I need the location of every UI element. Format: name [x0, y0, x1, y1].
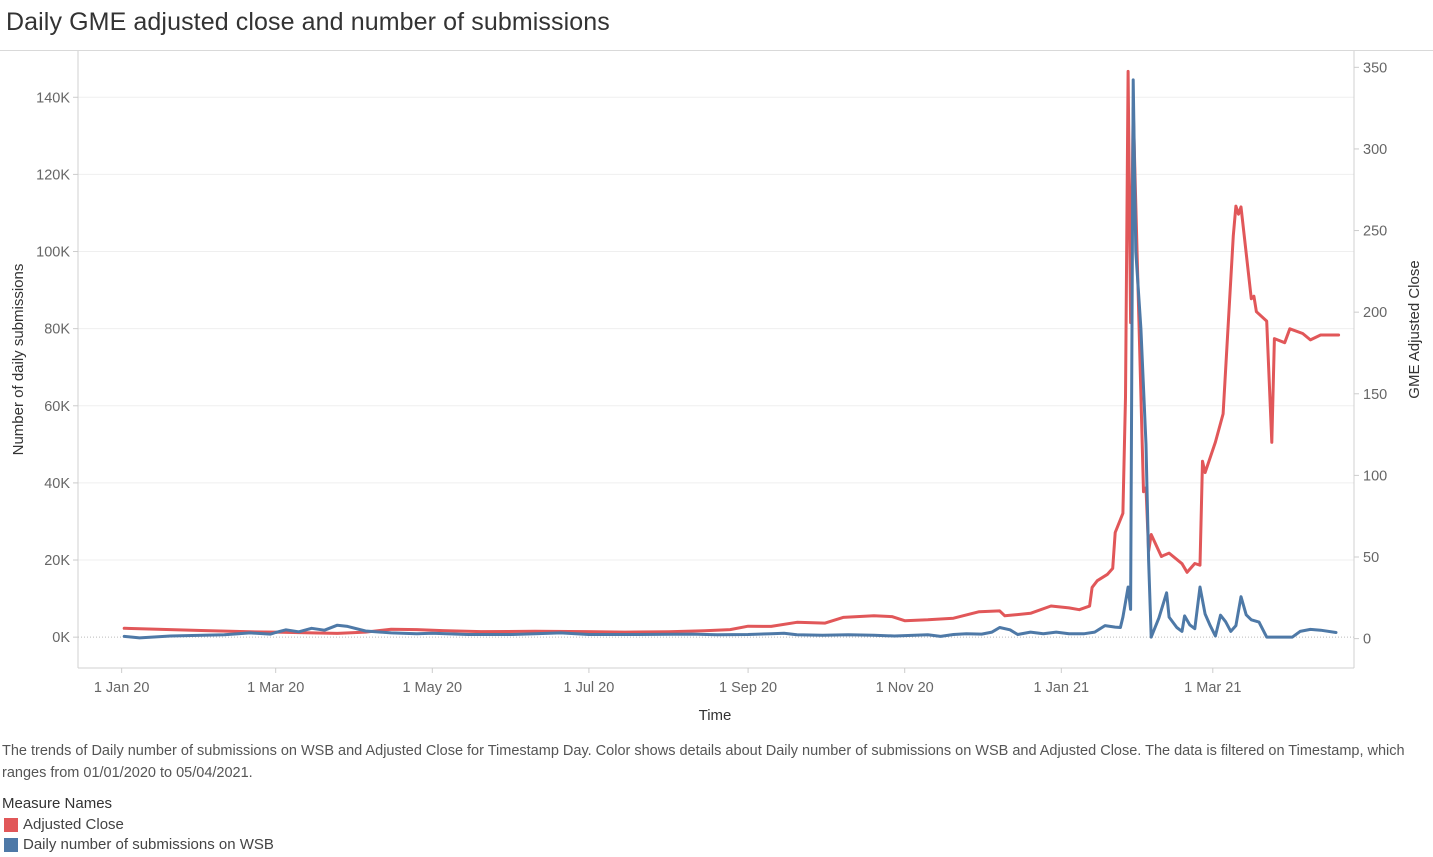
legend-label: Daily number of submissions on WSB [23, 836, 274, 853]
x-tick-label: 1 Nov 20 [876, 680, 934, 696]
y-right-tick-label: 100 [1363, 468, 1387, 484]
x-tick-label: 1 Jul 20 [564, 680, 615, 696]
y-left-tick-label: 140K [36, 90, 70, 106]
chart-area[interactable]: 0K 20K 40K 60K 80K 100K 120K 140K 0 50 100 150 200 25… [0, 51, 1433, 736]
x-tick-label: 1 Mar 20 [247, 680, 304, 696]
y-left-tick-label: 120K [36, 167, 70, 183]
y-left-tick-label: 0K [52, 630, 70, 646]
y-left-tick-label: 80K [44, 322, 70, 338]
chart-description: The trends of Daily number of submission… [2, 743, 1405, 781]
x-axis-title: Time [699, 707, 732, 724]
y-right-tick-label: 0 [1363, 632, 1371, 648]
x-tick-label: 1 May 20 [402, 680, 462, 696]
x-tick-label: 1 Sep 20 [719, 680, 777, 696]
title-divider [0, 50, 1433, 51]
legend-item-submissions[interactable]: Daily number of submissions on WSB [4, 836, 274, 853]
y-right-tick-label: 300 [1363, 142, 1387, 158]
y-right-tick-label: 250 [1363, 224, 1387, 240]
series-line-submissions [122, 78, 1338, 640]
y-right-tick-label: 350 [1363, 60, 1387, 76]
y-left-tick-label: 40K [44, 476, 70, 492]
y-left-tick-label: 60K [44, 399, 70, 415]
y-right-tick-label: 150 [1363, 387, 1387, 403]
y-right-axis-title: GME Adjusted Close [1406, 260, 1423, 398]
series-lines [122, 69, 1341, 640]
legend-swatch-adjusted-close [4, 817, 18, 832]
y-left-tick-label: 100K [36, 245, 70, 261]
legend-swatch-submissions [4, 837, 18, 852]
legend-title: Measure Names [2, 795, 113, 812]
y-left-tick-label: 20K [44, 553, 70, 569]
plot-frame [77, 51, 1355, 669]
chart-title: Daily GME adjusted close and number of s… [6, 8, 610, 36]
y-left-axis-title: Number of daily submissions [10, 264, 27, 456]
x-tick-label: 1 Jan 20 [94, 680, 150, 696]
x-tick-label: 1 Mar 21 [1184, 680, 1241, 696]
series-line-adjusted-close [122, 69, 1341, 635]
legend-item-adjusted-close[interactable]: Adjusted Close [4, 816, 124, 833]
legend-label: Adjusted Close [23, 816, 124, 833]
axes: 0K 20K 40K 60K 80K 100K 120K 140K 0 50 100 150 200 25… [10, 60, 1423, 724]
x-tick-label: 1 Jan 21 [1033, 680, 1089, 696]
y-right-tick-label: 50 [1363, 550, 1379, 566]
y-right-tick-label: 200 [1363, 305, 1387, 321]
